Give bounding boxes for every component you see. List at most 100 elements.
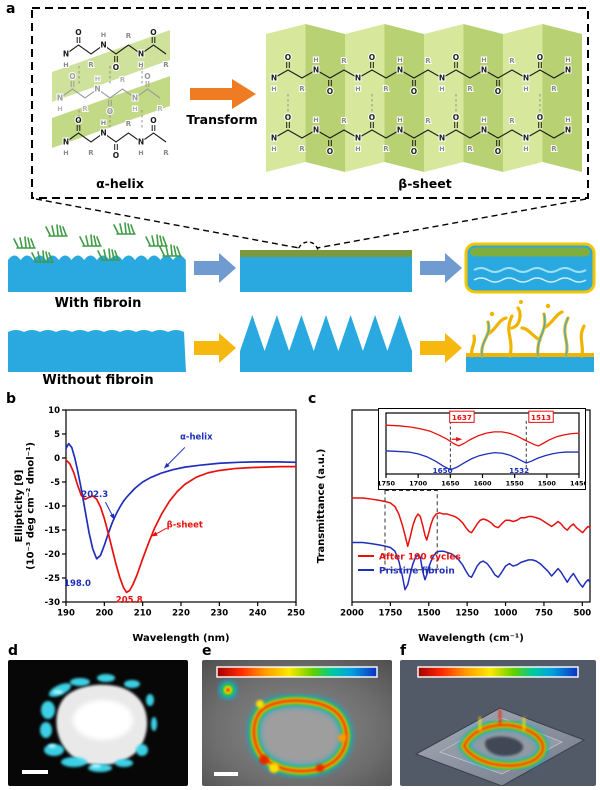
ftir-chart: 2000 1750 1500 1250 1000 750 500 Wavelength (cm…: [314, 398, 598, 646]
atom-label: R: [383, 85, 389, 93]
cd-spectrum-chart: 190 200 210 220 230 240 250 10 5 0 -5 -10 -15 -20 -25 -…: [12, 398, 306, 646]
annotation-1637: 1637: [452, 413, 472, 422]
atom-label: H: [523, 145, 528, 153]
scale-bar: [214, 772, 238, 776]
x-tick-label: 220: [172, 609, 190, 619]
atom-label: N: [63, 138, 69, 147]
scale-bar: [22, 770, 48, 774]
raman-map-2d: [202, 660, 392, 786]
x-tick-label: 240: [249, 609, 267, 619]
atom-label: N: [565, 66, 571, 75]
pleat-strip: [345, 24, 385, 172]
x-tick-label: 190: [57, 609, 75, 619]
atom-label: H: [63, 61, 68, 69]
atom-label: R: [299, 145, 305, 153]
x-tick-label: 750: [535, 609, 553, 619]
atom-label: R: [425, 57, 431, 65]
atom-label: R: [88, 61, 94, 69]
pleat-strip: [503, 24, 543, 172]
atom-label: H: [138, 61, 143, 69]
atom-label: O: [150, 116, 156, 125]
atom-label: N: [313, 126, 319, 135]
x-tick-label: 230: [210, 609, 228, 619]
atom-label: N: [57, 94, 63, 103]
atom-label: N: [481, 66, 487, 75]
process-flow: [8, 222, 596, 372]
atom-label: R: [126, 120, 132, 128]
flow-arrow-blue-2: [420, 253, 462, 283]
atom-label: H: [439, 85, 444, 93]
panel-b-label: b: [6, 391, 17, 407]
atom-label: N: [523, 134, 529, 143]
x-tick-label: 1650: [441, 480, 460, 488]
flow-arrow-blue-1: [194, 253, 236, 283]
substrate-spiky: [240, 315, 412, 372]
atom-label: H: [523, 85, 528, 93]
dendrite-fragment: [519, 300, 523, 304]
x-tick-label: 200: [95, 609, 113, 619]
without-fibroin-label: Without fibroin: [42, 373, 154, 388]
atom-label: H: [397, 56, 402, 64]
atom-label: N: [439, 134, 445, 143]
annotation-β-sheet: β-sheet: [167, 520, 203, 530]
plot-frame: [65, 409, 297, 603]
atom-label: N: [565, 126, 571, 135]
ftir-inset: 1750 1700 1650 1600 1550 1500 1450 1637 1513 1650…: [378, 408, 586, 490]
substrate-bare: [8, 330, 186, 372]
atom-label: N: [481, 126, 487, 135]
atom-label: R: [82, 105, 88, 113]
y-tick-label: -5: [51, 478, 61, 488]
atom-label: O: [113, 151, 119, 160]
fibroin-tuft: [45, 224, 68, 237]
atom-label: R: [163, 61, 169, 69]
x-tick-label: 1750: [379, 480, 396, 488]
atom-label: O: [411, 147, 417, 156]
atom-label: N: [397, 66, 403, 75]
y-tick-label: -30: [45, 598, 60, 608]
x-tick-label: 1550: [506, 480, 525, 488]
pleat-strip: [305, 24, 345, 172]
blob-highlight: [73, 700, 133, 740]
atom-label: N: [313, 66, 319, 75]
electrode-texture-line: [473, 277, 587, 283]
electrode-texture-line: [473, 267, 587, 273]
fibroin-tuft: [113, 222, 136, 235]
atom-label: R: [551, 145, 557, 153]
atom-label: H: [397, 116, 402, 124]
x-tick-label: 2000: [340, 609, 364, 619]
atom-label: R: [509, 57, 515, 65]
atom-label: O: [495, 147, 501, 156]
panel-f-label: f: [400, 643, 407, 659]
atom-label: O: [150, 28, 156, 37]
atom-label: N: [439, 74, 445, 83]
annotation-α-helix: α-helix: [180, 432, 213, 442]
with-fibroin-label: With fibroin: [54, 296, 142, 311]
y-tick-label: -15: [45, 526, 60, 536]
x-tick-label: 1500: [417, 609, 441, 619]
protected-electrode-fibroin-top: [470, 247, 590, 257]
fibroin-tuft: [13, 236, 36, 249]
fibroin-tuft: [79, 234, 102, 247]
atom-label: O: [369, 113, 375, 122]
series-Pristine fibroin: [385, 450, 580, 471]
dendrite-layer: [466, 353, 594, 357]
flow-arrow-yellow-1: [194, 333, 236, 363]
atom-label: R: [467, 85, 473, 93]
dendrite-cores: [481, 313, 569, 357]
transform-arrow: [190, 79, 256, 109]
atom-label: H: [271, 145, 276, 153]
atom-label: H: [481, 56, 486, 64]
pleat-strip: [384, 24, 424, 172]
panel-e-label: e: [202, 643, 212, 659]
atom-label: H: [57, 105, 62, 113]
atom-label: N: [355, 134, 361, 143]
cyan-bright-spots: [48, 690, 101, 768]
atom-label: R: [467, 145, 473, 153]
y-axis-label: Ellipticity [θ]: [14, 470, 25, 543]
atom-label: N: [63, 50, 69, 59]
atom-label: N: [271, 134, 277, 143]
atom-label: H: [95, 75, 100, 83]
x-tick-label: 210: [134, 609, 152, 619]
